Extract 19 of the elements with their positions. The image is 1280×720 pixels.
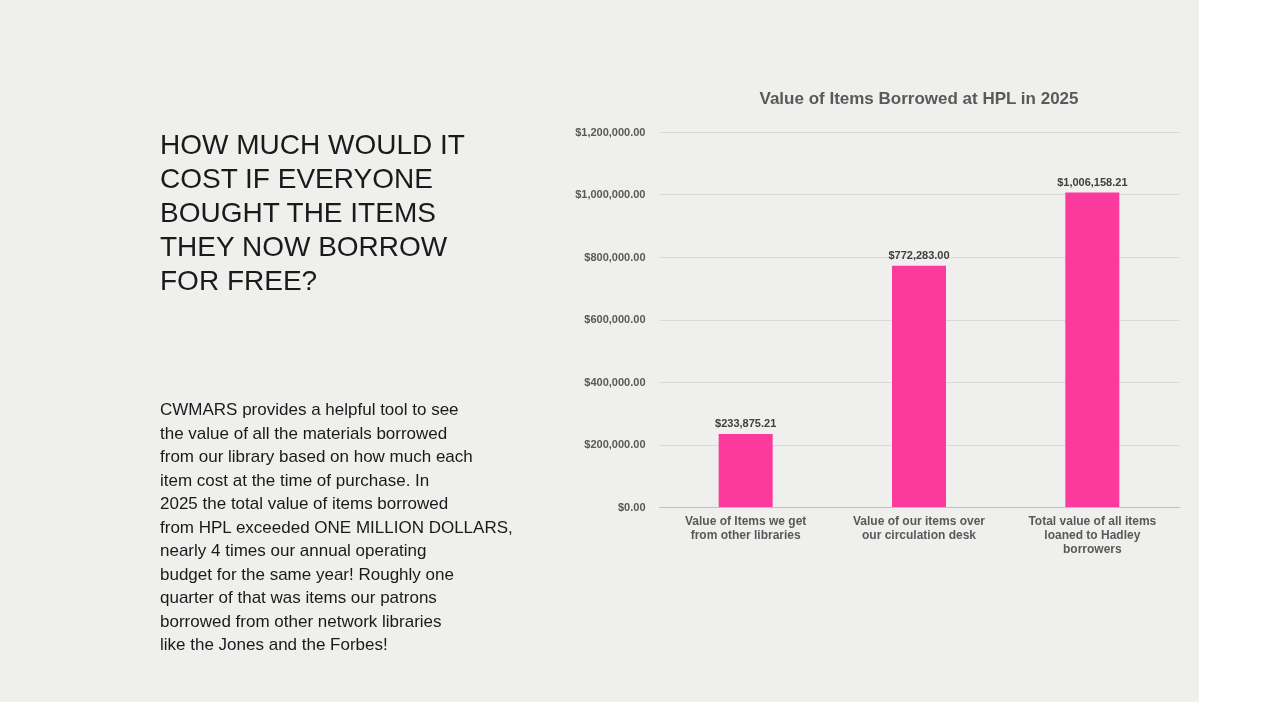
- data-label: $1,006,158.21: [1057, 175, 1128, 188]
- x-tick-label: Total value of all items loaned to Hadley borrowers: [1028, 513, 1157, 556]
- y-tick-label: $0.00: [617, 500, 646, 513]
- bar: [892, 265, 946, 507]
- y-tick-label: $1,200,000.00: [575, 125, 646, 138]
- y-tick-label: $1,000,000.00: [575, 188, 646, 200]
- y-tick-label: $600,000.00: [584, 313, 646, 325]
- y-tick-label: $200,000.00: [584, 438, 646, 450]
- bar: [1065, 192, 1120, 507]
- text: HOW MUCH WOULD IT COST IF EVERYONE BOUGHT THE ITEMS THEY NOW BORROW FOR FREE?: [160, 129, 465, 296]
- x-tick-label: Value of our items over our circulation desk: [852, 513, 986, 542]
- y-tick-label: $400,000.00: [584, 375, 646, 388]
- chart-title: Value of Items Borrowed at HPL in 2025: [759, 89, 1079, 108]
- data-label: $772,283.00: [888, 248, 950, 261]
- x-tick-label: Value of Items we get from other libraries: [684, 513, 807, 542]
- bar: [718, 433, 773, 507]
- text: CWMARS provides a helpful tool to see the value of all the materials borrowed from our library based on how much each item cost at the time of purchase. In 2025 the total value of items borrowed from HPL exceeded ONE MILLION DOLLARS, nearly 4 times our annual operating budget for the same year! Roughly one quarter of that was items our patrons borrowed from other network libraries like the Jones and the Forbes!: [160, 400, 513, 654]
- y-tick-label: $800,000.00: [584, 250, 646, 263]
- data-label: $233,875.21: [715, 416, 777, 429]
